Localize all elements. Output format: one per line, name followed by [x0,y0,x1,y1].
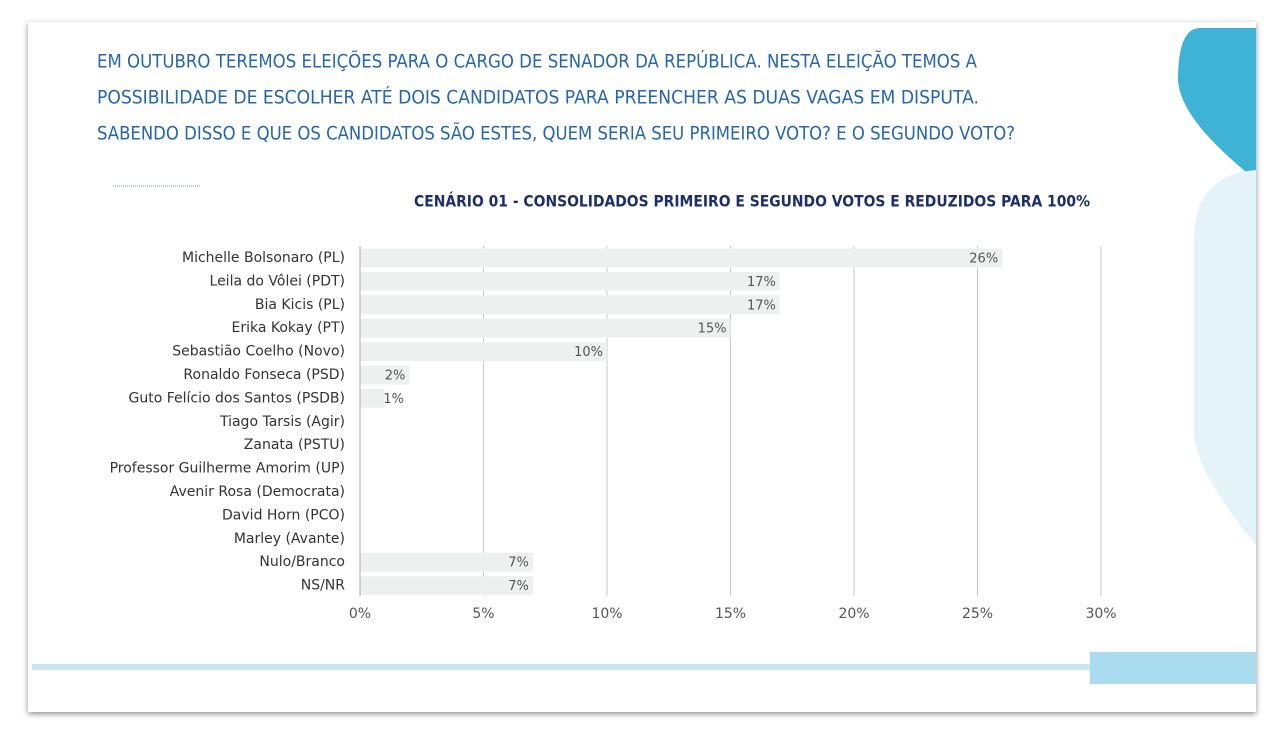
y-tick-label: Leila do Vôlei (PDT) [210,273,345,289]
y-tick-label: David Horn (PCO) [222,507,345,523]
value-label: 2% [385,369,406,384]
decor-line [32,664,1192,670]
decor-shape [1178,28,1256,180]
x-tick-label: 20% [838,606,869,622]
y-tick-label: Marley (Avante) [234,531,345,547]
y-tick-label: NS/NR [301,578,346,594]
value-label: 7% [508,556,529,571]
bar [360,388,385,408]
y-tick-label: Professor Guilherme Amorim (UP) [110,461,345,477]
y-tick-label: Nulo/Branco [259,554,345,570]
question-text: SABENDO DISSO E QUE OS CANDIDATOS SÃO ES… [97,122,1015,145]
y-tick-label: Avenir Rosa (Democrata) [170,484,345,500]
bar [360,576,533,596]
decor-shape [1194,170,1256,545]
value-label: 1% [383,392,404,407]
question-text: EM OUTUBRO TEREMOS ELEIÇÕES PARA O CARGO… [97,49,977,73]
value-label: 15% [698,322,727,337]
x-tick-label: 5% [472,606,494,622]
value-label: 17% [747,275,776,290]
y-tick-label: Zanata (PSTU) [244,437,345,453]
x-tick-label: 10% [591,606,622,622]
x-tick-label: 15% [715,606,746,622]
bar [360,318,731,338]
bar [360,271,780,291]
y-tick-label: Guto Felício dos Santos (PSDB) [129,390,345,406]
y-tick-label: Tiago Tarsis (Agir) [219,414,345,430]
y-tick-label: Sebastião Coelho (Novo) [172,344,345,360]
value-label: 17% [747,298,776,313]
chart-title: CENÁRIO 01 - CONSOLIDADOS PRIMEIRO E SEG… [414,192,1090,211]
bar [360,342,607,362]
y-tick-label: Bia Kicis (PL) [255,297,345,313]
bar [360,248,1003,268]
value-label: 7% [508,579,529,594]
value-label: 10% [574,345,603,360]
x-tick-label: 25% [962,606,993,622]
x-tick-label: 0% [349,606,371,622]
decor-block [1090,652,1256,684]
bar [360,552,533,572]
bar [360,295,780,315]
x-tick-label: 30% [1085,606,1116,622]
question-text: POSSIBILIDADE DE ESCOLHER ATÉ DOIS CANDI… [97,86,979,109]
y-tick-label: Ronaldo Fonseca (PSD) [183,367,345,383]
slide-card [28,22,1256,712]
value-label: 26% [969,252,998,267]
y-tick-label: Erika Kokay (PT) [231,320,345,336]
y-tick-label: Michelle Bolsonaro (PL) [182,250,345,266]
bar [360,365,410,385]
